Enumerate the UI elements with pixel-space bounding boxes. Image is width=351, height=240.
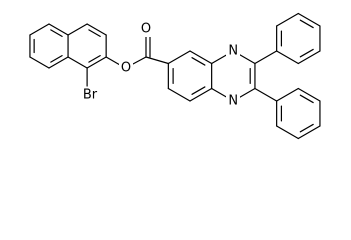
atom-label: N — [228, 94, 238, 109]
bond — [88, 29, 101, 37]
bond — [131, 56, 147, 66]
atom-labels: O O Br N N — [79, 21, 240, 109]
bond — [276, 12, 299, 27]
bond — [48, 56, 69, 69]
bond — [50, 29, 63, 37]
bond — [297, 87, 321, 102]
atom-label: N — [228, 44, 238, 59]
bond — [145, 56, 169, 65]
bond — [254, 87, 278, 102]
atom-label: Br — [83, 88, 98, 103]
bond — [191, 86, 206, 95]
bond — [276, 87, 299, 102]
bond — [29, 23, 50, 36]
bond — [86, 23, 107, 36]
bond — [299, 123, 314, 133]
bond — [86, 56, 107, 69]
structure-diagram: O O Br N N — [29, 12, 321, 140]
bond — [299, 94, 314, 104]
bond — [50, 55, 63, 63]
bond — [299, 19, 314, 29]
label-bg — [119, 60, 133, 76]
page: O O Br N N (() => { const data = JSON.pa… — [29, 12, 321, 140]
label-bg — [226, 43, 240, 59]
bond — [88, 55, 101, 63]
bond — [189, 50, 213, 65]
bond — [299, 48, 314, 58]
bond — [105, 56, 121, 66]
bond — [297, 125, 321, 140]
atom-label: O — [141, 22, 151, 37]
label-bg — [79, 87, 101, 103]
bond — [67, 56, 88, 69]
bond — [189, 87, 213, 102]
bond — [276, 125, 299, 140]
bond — [48, 23, 69, 36]
bond — [167, 50, 191, 65]
bond — [297, 12, 321, 27]
bond — [191, 57, 206, 66]
bond — [276, 50, 299, 65]
bond — [254, 50, 278, 65]
label-bg — [226, 93, 240, 109]
bonds — [29, 12, 321, 140]
bond — [67, 23, 88, 36]
atom-label: O — [121, 61, 131, 76]
bond — [297, 50, 321, 65]
bond — [29, 56, 50, 69]
bond — [167, 87, 191, 102]
label-bg — [139, 21, 153, 37]
